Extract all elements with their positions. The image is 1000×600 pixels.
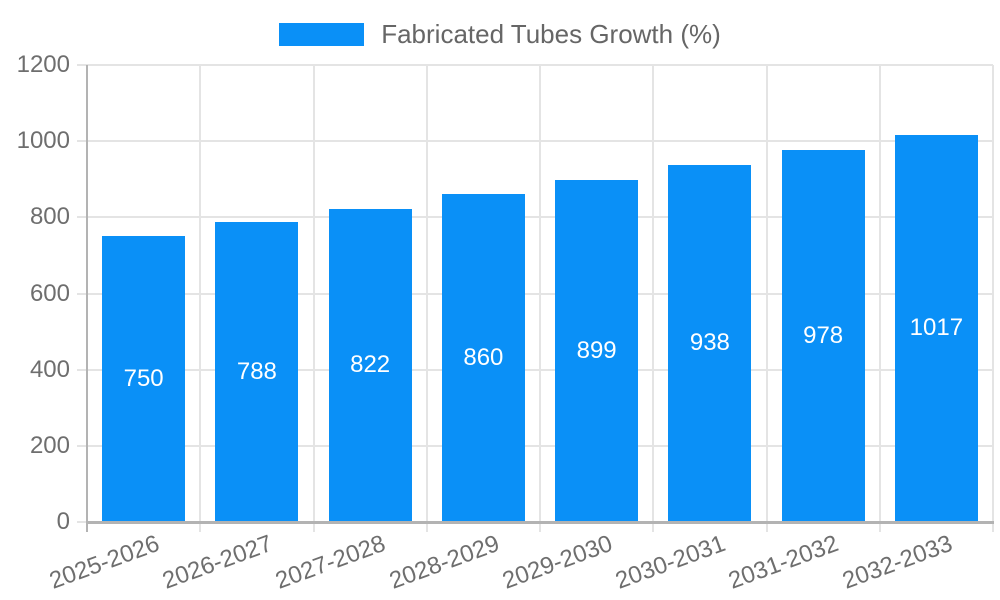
bar-value-label: 938 xyxy=(689,329,730,357)
x-axis-line xyxy=(86,521,994,524)
bar xyxy=(441,194,525,521)
x-gridline xyxy=(878,65,881,522)
y-tick-label: 400 xyxy=(29,355,70,383)
x-tick-label: 2026-2027 xyxy=(159,530,277,595)
y-tick xyxy=(77,140,87,143)
bar xyxy=(555,179,639,521)
x-tick xyxy=(765,522,768,532)
bar-value-label: 822 xyxy=(350,351,391,379)
x-tick xyxy=(312,522,315,532)
bar-value-label: 788 xyxy=(236,357,277,385)
bar-value-label: 978 xyxy=(803,321,844,349)
y-tick xyxy=(77,216,87,219)
x-tick xyxy=(539,522,541,532)
x-gridline xyxy=(199,65,202,522)
x-tick-label: 2028-2029 xyxy=(385,530,503,595)
x-tick xyxy=(992,522,994,532)
x-gridline xyxy=(539,65,541,522)
y-tick xyxy=(77,292,87,295)
x-tick-label: 2031-2032 xyxy=(725,530,843,595)
x-tick xyxy=(878,522,881,532)
y-tick-label: 0 xyxy=(56,508,70,535)
x-gridline xyxy=(312,65,315,522)
bar xyxy=(894,134,978,521)
x-tick xyxy=(199,522,202,532)
y-tick xyxy=(77,368,87,371)
bar-value-label: 860 xyxy=(463,344,504,372)
x-tick-label: 2027-2028 xyxy=(272,530,390,595)
x-gridline xyxy=(765,65,768,522)
bar-value-label: 750 xyxy=(123,365,164,393)
bar xyxy=(102,236,186,521)
x-tick-label: 2032-2033 xyxy=(838,530,956,595)
x-tick xyxy=(425,522,428,532)
x-tick-label: 2029-2030 xyxy=(498,530,616,595)
bar xyxy=(781,149,865,521)
y-axis-line xyxy=(86,65,88,532)
bar-value-label: 899 xyxy=(576,336,617,364)
y-tick xyxy=(77,64,87,66)
x-tick-label: 2030-2031 xyxy=(612,530,730,595)
legend-swatch xyxy=(279,22,365,46)
y-tick-label: 600 xyxy=(29,279,70,307)
y-tick xyxy=(77,444,87,447)
x-gridline xyxy=(992,65,994,522)
bar xyxy=(328,208,412,521)
bar-value-label: 1017 xyxy=(909,314,964,342)
x-tick xyxy=(652,522,655,532)
x-gridline xyxy=(425,65,428,522)
y-tick-label: 1200 xyxy=(16,51,70,78)
x-gridline xyxy=(652,65,655,522)
y-tick-label: 800 xyxy=(29,203,70,231)
legend: Fabricated Tubes Growth (%) xyxy=(0,19,1000,49)
x-tick-label: 2025-2026 xyxy=(45,530,163,595)
y-tick-label: 1000 xyxy=(16,127,70,155)
bar xyxy=(215,221,299,521)
legend-label: Fabricated Tubes Growth (%) xyxy=(381,19,721,49)
y-tick-label: 200 xyxy=(29,431,70,459)
bar xyxy=(668,164,752,521)
y-tick xyxy=(77,521,87,523)
